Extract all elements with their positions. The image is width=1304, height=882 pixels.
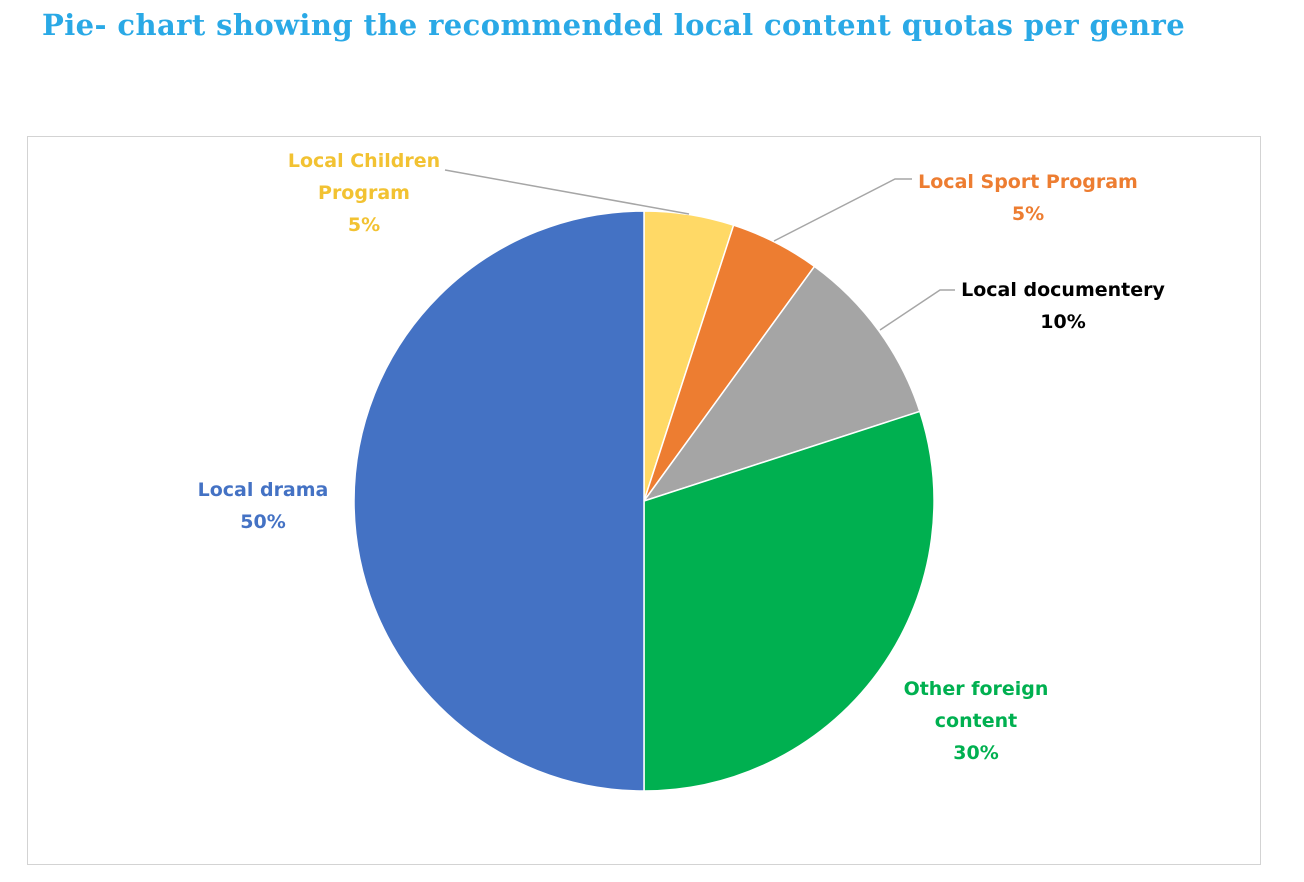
slice-label-local-children-program: Program — [318, 182, 410, 204]
leader-line-local-documentery — [879, 289, 955, 331]
slice-percent-other-foreign-content: 30% — [953, 742, 998, 764]
slice-label-local-children-program: Local Children — [288, 150, 440, 172]
slice-percent-local-documentery: 10% — [1040, 311, 1085, 333]
leader-line-local-children-program — [444, 169, 690, 215]
slice-labels: Local Children Program 5% Local Sport Progr… — [198, 150, 1166, 764]
slice-percent-local-children-program: 5% — [348, 214, 380, 236]
slice-label-local-sport-program: Local Sport Program — [918, 171, 1138, 193]
pie-slice-other-foreign-content — [643, 410, 935, 792]
pie-chart: Local Children Program 5% Local Sport Progr… — [198, 150, 1166, 792]
pie-slices — [353, 210, 935, 792]
page-title: Pie- chart showing the recommended local… — [42, 8, 1186, 42]
slice-label-other-foreign-content: content — [935, 710, 1017, 732]
slice-percent-local-sport-program: 5% — [1012, 203, 1044, 225]
slice-label-other-foreign-content: Other foreign — [904, 678, 1049, 700]
slice-label-local-drama: Local drama — [198, 479, 329, 501]
slice-label-local-documentery: Local documentery — [961, 279, 1165, 301]
pie-slice-local-documentery — [642, 265, 921, 503]
leader-line-local-sport-program — [773, 178, 912, 242]
slice-percent-local-drama: 50% — [240, 511, 285, 533]
leader-lines — [444, 169, 955, 331]
pie-slice-local-drama — [353, 210, 645, 792]
